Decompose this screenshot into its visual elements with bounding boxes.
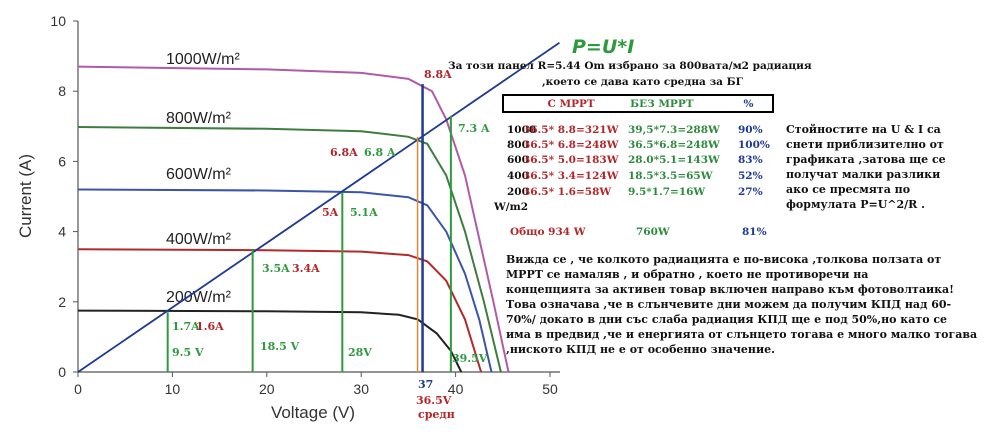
mppt-current-label: 3.4A bbox=[292, 262, 320, 275]
x-tick-label: 30 bbox=[353, 381, 369, 397]
formula-label: P=U*I bbox=[572, 36, 635, 58]
table-cell-w: 1000 bbox=[507, 124, 537, 136]
table-cell-no: 18.5*3.5=65W bbox=[628, 170, 713, 182]
header-percent: % bbox=[743, 97, 754, 110]
note-line: Вижда се , че колкото радиацията е по-ви… bbox=[506, 253, 942, 266]
note-line: 70%/ докато в дни със слаба радиация КПД… bbox=[506, 313, 948, 326]
description-line-2: ,което се дава като средна за БГ bbox=[542, 76, 743, 88]
y-tick-label: 8 bbox=[58, 83, 66, 99]
x-tick-label: 20 bbox=[259, 381, 275, 397]
note-line: има в предвид ,че и енергията от слънцет… bbox=[506, 328, 978, 341]
voltage-label: 18.5 V bbox=[260, 340, 300, 353]
comparison-table: С МРРТ БЕЗ МРРТ % bbox=[502, 94, 774, 113]
mppt-current-label: 5A bbox=[322, 206, 339, 219]
total-mppt: Общо 934 W bbox=[510, 226, 586, 238]
y-tick-label: 10 bbox=[50, 13, 66, 29]
header-no-mppt: БЕЗ МРРТ bbox=[630, 97, 694, 110]
current-label: 5.1A bbox=[350, 206, 378, 219]
table-cell-mppt: 36.5* 5.0=183W bbox=[523, 154, 619, 166]
y-tick-label: 6 bbox=[58, 153, 66, 169]
voltage-label: 28V bbox=[348, 346, 372, 359]
note-line: концепцията за активен товар включен нап… bbox=[506, 283, 955, 296]
table-cell-pct: 27% bbox=[738, 186, 763, 198]
iv-curve bbox=[77, 65, 510, 373]
curve-label: 800W/m² bbox=[166, 110, 232, 127]
mppt-current-label: 1.6A bbox=[196, 320, 224, 333]
table-cell-mppt: 36.5* 3.4=124W bbox=[523, 170, 619, 182]
current-label: 1.7A bbox=[172, 320, 200, 333]
total-no-mppt: 760W bbox=[636, 226, 670, 238]
mppt-bottom-label: 37 bbox=[418, 378, 433, 391]
table-cell-w: 800 bbox=[507, 139, 529, 151]
x-axis-label: Voltage (V) bbox=[271, 403, 355, 422]
table-cell-pct: 52% bbox=[738, 170, 763, 182]
y-tick-label: 4 bbox=[58, 224, 66, 240]
table-cell-w: 600 bbox=[507, 154, 529, 166]
current-label: 7.3 A bbox=[458, 122, 490, 135]
header-mppt: С МРРТ bbox=[547, 97, 595, 110]
curve-label: 600W/m² bbox=[166, 166, 232, 183]
table-cell-no: 9.5*1.7=16W bbox=[628, 186, 706, 198]
curve-label: 400W/m² bbox=[166, 231, 232, 248]
table-cell-pct: 100% bbox=[738, 139, 770, 151]
table-cell-no: 36.5*6.8=248W bbox=[628, 139, 720, 151]
note-line: Това означава ,че в слънчевите дни можем… bbox=[506, 298, 952, 311]
table-cell-no: 28.0*5.1=143W bbox=[628, 154, 720, 166]
x-tick-label: 0 bbox=[74, 381, 82, 397]
iv-curve bbox=[77, 126, 502, 373]
note-line: ,ниското КПД не е от особенно значение. bbox=[506, 343, 775, 356]
description-line-1: За този панел R=5.44 Om избрано за 800ва… bbox=[448, 60, 812, 72]
table-cell-w: 400 bbox=[507, 170, 529, 182]
note-line: МРРТ се намаляв , и обратно , което не п… bbox=[506, 268, 869, 281]
note-line: формулата P=U^2/R . bbox=[786, 198, 925, 211]
note-line: получат малки разлики bbox=[786, 168, 941, 181]
table-cell-mppt: 36.5* 6.8=248W bbox=[523, 139, 619, 151]
note-line: графиката ,затова ще се bbox=[786, 153, 946, 166]
current-label-800: 6.8 A bbox=[364, 146, 396, 159]
current-label: 3.5A bbox=[262, 262, 290, 275]
mppt-avg-label: средн bbox=[418, 408, 455, 421]
table-cell-mppt: 36.5* 8.8=321W bbox=[523, 124, 619, 136]
mppt-top-label: 8.8A bbox=[424, 68, 452, 81]
unit-label: W/m2 bbox=[494, 201, 529, 213]
mppt-voltage-label: 36.5V bbox=[416, 394, 452, 407]
voltage-label: 9.5 V bbox=[172, 346, 204, 359]
table-cell-no: 39,5*7.3=288W bbox=[628, 124, 720, 136]
iv-curve bbox=[77, 188, 493, 373]
curve-label: 200W/m² bbox=[166, 289, 232, 306]
note-line: снети приблизително от bbox=[786, 138, 944, 151]
voltage-label: 39.5V bbox=[452, 352, 488, 365]
load-line bbox=[77, 42, 560, 373]
curve-label: 1000W/m² bbox=[166, 51, 240, 68]
y-axis-label: Current (A) bbox=[16, 154, 35, 238]
note-line: Стойностите на U & I са bbox=[786, 123, 941, 136]
y-tick-label: 0 bbox=[58, 364, 66, 380]
table-cell-mppt: 36.5* 1.6=58W bbox=[523, 186, 612, 198]
x-tick-label: 50 bbox=[542, 381, 558, 397]
bottom-note: Вижда се , че колкото радиацията е по-ви… bbox=[506, 252, 977, 357]
x-tick-label: 10 bbox=[165, 381, 181, 397]
mppt-current-label-800: 6.8A bbox=[330, 146, 358, 159]
note-line: ако се пресмята по bbox=[786, 183, 911, 196]
side-note: Стойностите на U & I са снети приблизител… bbox=[786, 122, 946, 212]
y-tick-label: 2 bbox=[58, 294, 66, 310]
table-cell-w: 200 bbox=[507, 186, 529, 198]
iv-curve bbox=[77, 309, 463, 373]
total-percent: 81% bbox=[742, 226, 767, 238]
table-cell-pct: 90% bbox=[738, 124, 763, 136]
table-cell-pct: 83% bbox=[738, 154, 763, 166]
x-tick-label: 40 bbox=[448, 381, 464, 397]
